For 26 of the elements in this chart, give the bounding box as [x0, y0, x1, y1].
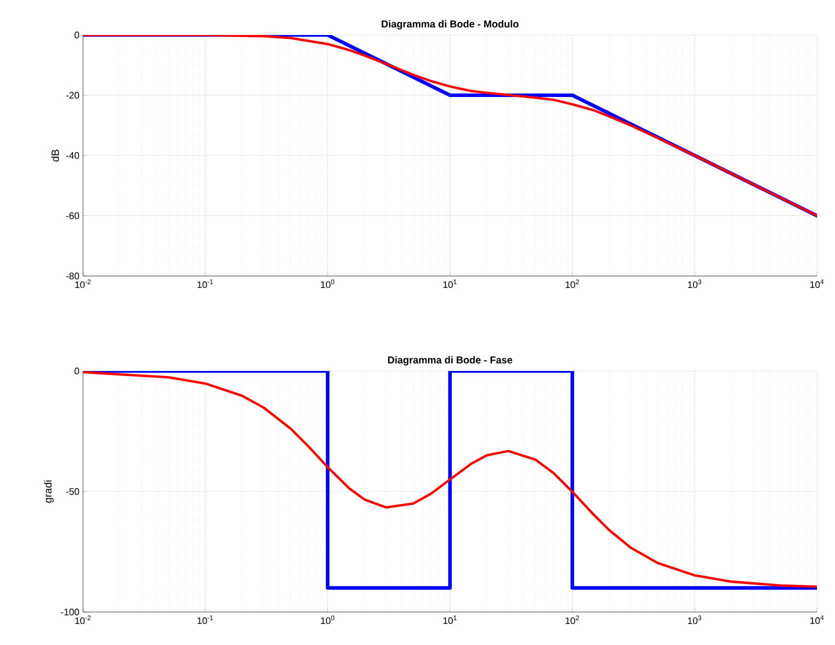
y-tick-label: -40: [66, 152, 80, 159]
y-axis-title: gradi: [44, 480, 54, 503]
chart-title: Diagramma di Bode - Modulo: [382, 20, 519, 30]
y-tick-label: -60: [66, 212, 80, 220]
y-tick-label: -20: [66, 92, 80, 99]
chart-title: Diagramma di Bode - Fase: [388, 356, 512, 366]
x-tick-label: 10$^{4}$: [810, 616, 824, 624]
x-tick-label: 10$^{1}$: [443, 616, 457, 624]
x-tick-label: 10$^{2}$: [566, 280, 579, 288]
y-tick-label: 0: [74, 368, 80, 374]
x-tick-label: 10$^{-1}$: [198, 280, 213, 288]
x-tick-label: 10$^{-2}$: [75, 616, 91, 624]
x-tick-label: 10$^{3}$: [688, 616, 702, 624]
x-tick-label: 10$^{0}$: [321, 616, 334, 624]
x-tick-label: 10$^{2}$: [566, 616, 579, 624]
y-tick-label: -50: [66, 488, 80, 495]
y-axis-title: dB: [51, 150, 59, 162]
x-tick-label: 10$^{1}$: [443, 280, 457, 288]
y-tick-label: -100: [60, 608, 80, 616]
x-tick-label: 10$^{3}$: [688, 280, 702, 288]
x-tick-label: 10$^{-2}$: [75, 280, 91, 288]
x-tick-label: 10$^{-1}$: [198, 616, 213, 624]
x-tick-label: 10$^{0}$: [321, 280, 334, 288]
y-tick-label: 0: [74, 32, 80, 38]
y-tick-label: -80: [66, 272, 80, 280]
x-tick-label: 10$^{4}$: [810, 280, 824, 288]
